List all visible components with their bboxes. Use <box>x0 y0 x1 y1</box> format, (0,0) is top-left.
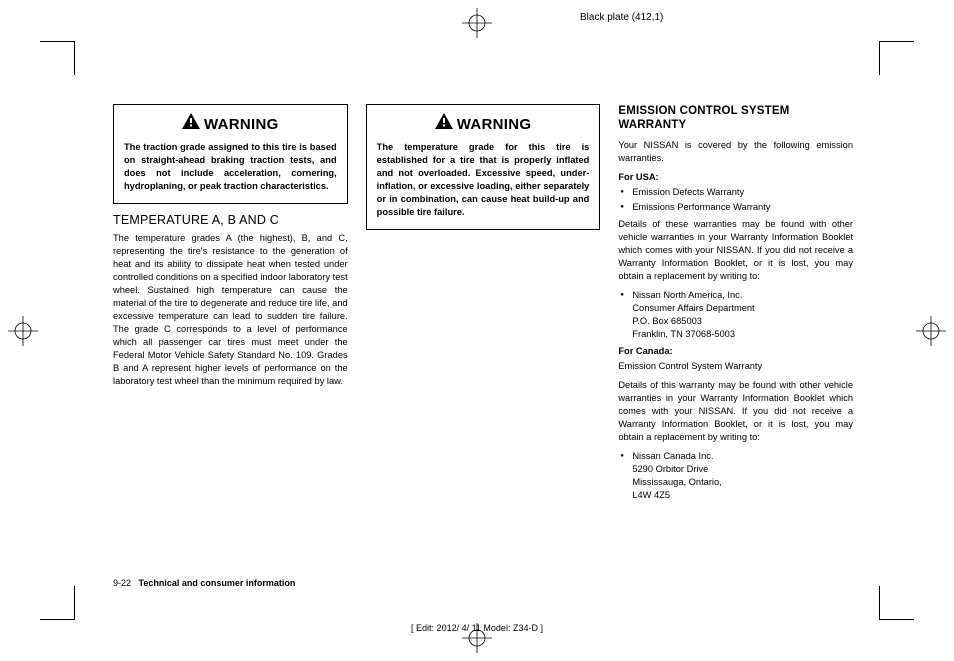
edit-line: [ Edit: 2012/ 4/ 11 Model: Z34-D ] <box>411 623 543 633</box>
reg-mark-top <box>462 8 492 38</box>
list-item: Nissan Canada Inc. 5290 Orbitor Drive Mi… <box>618 450 853 502</box>
warning-body: The traction grade assigned to this tire… <box>124 141 337 193</box>
emission-intro: Your NISSAN is covered by the following … <box>618 139 853 165</box>
warning-box-2: WARNING The temperature grade for this t… <box>366 104 601 230</box>
list-item: Emissions Performance Warranty <box>618 201 853 214</box>
warning-title: WARNING <box>457 114 532 135</box>
page-number: 9-22 <box>113 578 131 588</box>
usa-details: Details of these warranties may be found… <box>618 218 853 283</box>
reg-mark-right <box>916 316 946 346</box>
warning-heading: WARNING <box>377 113 590 135</box>
addr-line: 5290 Orbitor Drive <box>632 464 708 474</box>
temperature-heading: TEMPERATURE A, B AND C <box>113 212 348 230</box>
trim-mark <box>74 41 75 75</box>
column-2: WARNING The temperature grade for this t… <box>366 104 601 506</box>
canada-details: Details of this warranty may be found wi… <box>618 379 853 444</box>
trim-mark <box>40 619 74 620</box>
warning-heading: WARNING <box>124 113 337 135</box>
addr-line: Consumer Affairs Department <box>632 303 754 313</box>
page-footer: 9-22 Technical and consumer information <box>113 578 295 588</box>
canada-address: Nissan Canada Inc. 5290 Orbitor Drive Mi… <box>618 450 853 502</box>
addr-line: Nissan Canada Inc. <box>632 451 713 461</box>
warning-body: The temperature grade for this tire is e… <box>377 141 590 219</box>
trim-mark <box>880 41 914 42</box>
warning-icon <box>435 113 453 135</box>
section-title: Technical and consumer information <box>139 578 296 588</box>
usa-label: For USA: <box>618 171 853 184</box>
usa-bullets: Emission Defects Warranty Emissions Perf… <box>618 186 853 214</box>
warning-box-1: WARNING The traction grade assigned to t… <box>113 104 348 204</box>
addr-line: Nissan North America, Inc. <box>632 290 742 300</box>
plate-label: Black plate (412,1) <box>580 12 663 23</box>
warning-title: WARNING <box>204 114 279 135</box>
addr-line: L4W 4Z5 <box>632 490 670 500</box>
trim-mark <box>74 586 75 620</box>
reg-mark-left <box>8 316 38 346</box>
list-item: Emission Defects Warranty <box>618 186 853 199</box>
list-item: Nissan North America, Inc. Consumer Affa… <box>618 289 853 341</box>
addr-line: Franklin, TN 37068-5003 <box>632 329 735 339</box>
trim-mark <box>40 41 74 42</box>
temperature-paragraph: The temperature grades A (the highest), … <box>113 232 348 388</box>
canada-line: Emission Control System Warranty <box>618 360 853 373</box>
column-3: EMISSION CONTROL SYSTEM WARRANTY Your NI… <box>618 104 853 506</box>
trim-mark <box>880 619 914 620</box>
emission-heading: EMISSION CONTROL SYSTEM WARRANTY <box>618 104 853 133</box>
addr-line: Mississauga, Ontario, <box>632 477 721 487</box>
warning-icon <box>182 113 200 135</box>
column-1: WARNING The traction grade assigned to t… <box>113 104 348 506</box>
addr-line: P.O. Box 685003 <box>632 316 702 326</box>
page-content: WARNING The traction grade assigned to t… <box>113 104 853 506</box>
trim-mark <box>879 586 880 620</box>
trim-mark <box>879 41 880 75</box>
usa-address: Nissan North America, Inc. Consumer Affa… <box>618 289 853 341</box>
canada-label: For Canada: <box>618 345 853 358</box>
